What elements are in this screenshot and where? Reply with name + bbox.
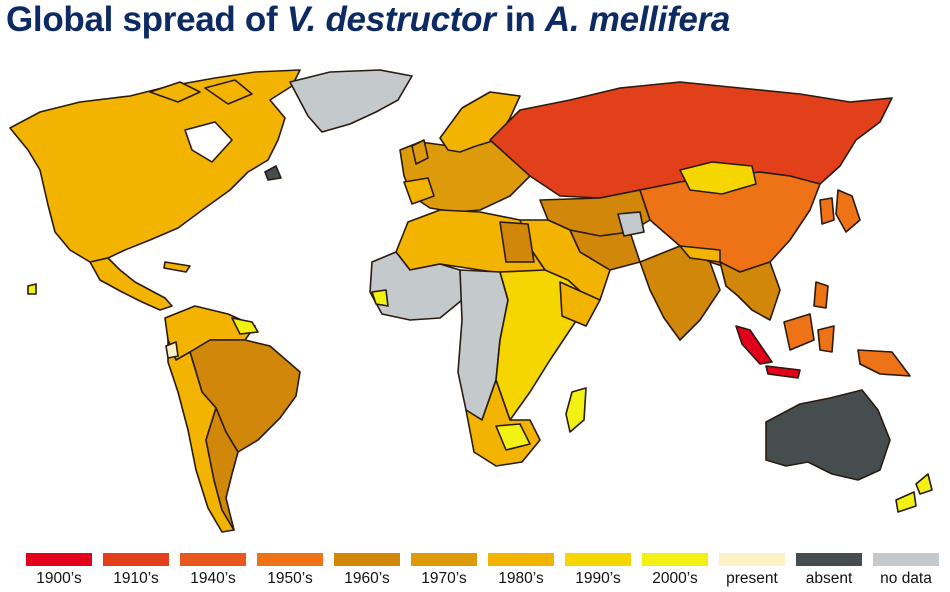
- legend-label: 1980’s: [498, 570, 544, 587]
- region-colombia-present: [165, 341, 179, 359]
- region-central-america: [89, 257, 173, 311]
- legend-label: 2000’s: [652, 570, 698, 587]
- region-new-guinea: [857, 349, 911, 377]
- legend-swatch: [257, 553, 323, 566]
- legend-label: 1990’s: [575, 570, 621, 587]
- legend-swatch: [873, 553, 939, 566]
- region-new-zealand-south: [895, 491, 917, 513]
- legend-item-1960s: 1960’s: [332, 553, 402, 588]
- legend-swatch: [488, 553, 554, 566]
- legend: 1900’s 1910’s 1940’s 1950’s 1960’s 1970’…: [24, 553, 946, 589]
- legend-label: absent: [805, 570, 853, 587]
- legend-item-1910s: 1910’s: [101, 553, 171, 588]
- region-caribbean: [163, 261, 191, 273]
- legend-swatch: [642, 553, 708, 566]
- legend-swatch: [26, 553, 92, 566]
- legend-label: no data: [880, 570, 932, 587]
- region-horn-of-africa: [559, 281, 601, 327]
- legend-item-1940s: 1940’s: [178, 553, 248, 588]
- legend-item-1990s: 1990’s: [563, 553, 633, 588]
- region-japan: [835, 189, 861, 233]
- region-hudson-bay: [184, 121, 233, 163]
- region-arctic-island-1: [149, 81, 201, 103]
- region-sumatra-java: [735, 325, 773, 365]
- world-map: [9, 69, 933, 533]
- title-species-mite: V. destructor: [286, 0, 496, 39]
- region-newfoundland: [264, 165, 282, 181]
- region-iberia: [403, 177, 435, 205]
- region-mongolia: [679, 161, 757, 195]
- region-arctic-island-2: [204, 79, 253, 105]
- legend-label: 1900’s: [36, 570, 82, 587]
- region-guyanas: [231, 317, 259, 335]
- legend-swatch: [411, 553, 477, 566]
- region-argentina: [205, 407, 239, 531]
- legend-item-2000s: 2000’s: [640, 553, 710, 588]
- legend-item-1950s: 1950’s: [255, 553, 325, 588]
- region-southeast-asia: [719, 261, 781, 321]
- legend-label: 1940’s: [190, 570, 236, 587]
- legend-label: present: [726, 570, 778, 587]
- legend-label: 1970’s: [421, 570, 467, 587]
- legend-label: 1960’s: [344, 570, 390, 587]
- legend-swatch: [180, 553, 246, 566]
- region-madagascar: [565, 387, 587, 433]
- region-java: [765, 365, 801, 379]
- region-north-america: [9, 69, 301, 263]
- region-sulawesi: [817, 325, 835, 353]
- legend-swatch: [719, 553, 785, 566]
- region-philippines: [813, 281, 829, 309]
- map-title: Global spread of V. destructor in A. mel…: [6, 0, 730, 40]
- region-new-zealand-north: [915, 473, 933, 495]
- title-text: Global spread of: [6, 0, 287, 39]
- region-hawaii: [27, 283, 37, 295]
- region-australia: [765, 389, 891, 481]
- title-connector: in: [495, 0, 545, 39]
- legend-swatch: [565, 553, 631, 566]
- legend-item-1970s: 1970’s: [409, 553, 479, 588]
- legend-label: 1950’s: [267, 570, 313, 587]
- region-korea: [819, 197, 835, 225]
- region-western-china-nodata: [617, 211, 645, 237]
- legend-item-1980s: 1980’s: [486, 553, 556, 588]
- region-egypt: [499, 221, 535, 263]
- title-species-bee: A. mellifera: [544, 0, 731, 39]
- legend-swatch: [103, 553, 169, 566]
- legend-item-present: present: [717, 553, 787, 588]
- legend-swatch: [796, 553, 862, 566]
- legend-item-1900s: 1900’s: [24, 553, 94, 588]
- region-greenland: [289, 69, 413, 133]
- region-uk: [411, 139, 429, 165]
- legend-swatch: [334, 553, 400, 566]
- region-west-coast-2000s: [371, 289, 389, 307]
- legend-label: 1910’s: [113, 570, 159, 587]
- region-borneo: [783, 313, 815, 351]
- legend-item-no-data: no data: [871, 553, 941, 588]
- legend-item-absent: absent: [794, 553, 864, 588]
- region-south-africa-2000s: [495, 423, 531, 451]
